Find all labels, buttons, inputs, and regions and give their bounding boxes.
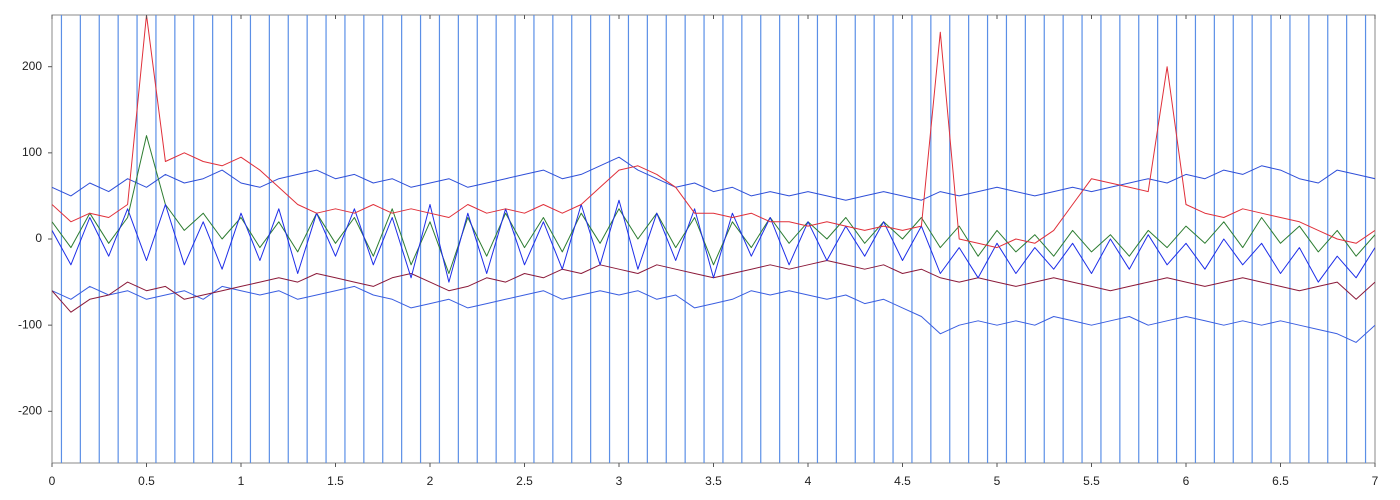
y-tick-label: 0	[35, 231, 42, 245]
x-tick-label: 2.5	[516, 474, 533, 488]
x-tick-label: 0.5	[138, 474, 155, 488]
x-tick-label: 4.5	[894, 474, 911, 488]
plot-area	[51, 14, 1376, 464]
plot-content	[52, 15, 1375, 463]
trace-line	[52, 135, 1375, 274]
x-tick-label: 7	[1372, 474, 1379, 488]
x-tick-label: 3.5	[705, 474, 722, 488]
x-tick-label: 1.5	[327, 474, 344, 488]
x-tick-label: 1	[238, 474, 245, 488]
x-tick-label: 0	[49, 474, 56, 488]
x-tick-label: 5.5	[1083, 474, 1100, 488]
y-tick-label: -100	[18, 317, 42, 331]
x-tick-label: 6	[1183, 474, 1190, 488]
x-tick-label: 2	[427, 474, 434, 488]
x-tick-label: 6.5	[1272, 474, 1289, 488]
x-tick-label: 3	[616, 474, 623, 488]
x-tick-label: 5	[994, 474, 1001, 488]
trace-line	[52, 15, 1375, 249]
trace-line	[52, 199, 1375, 283]
y-tick-label: 200	[22, 59, 42, 73]
x-tick-label: 4	[805, 474, 812, 488]
y-tick-label: -200	[18, 403, 42, 417]
y-tick-label: 100	[22, 145, 42, 159]
trace-line	[52, 285, 1375, 343]
